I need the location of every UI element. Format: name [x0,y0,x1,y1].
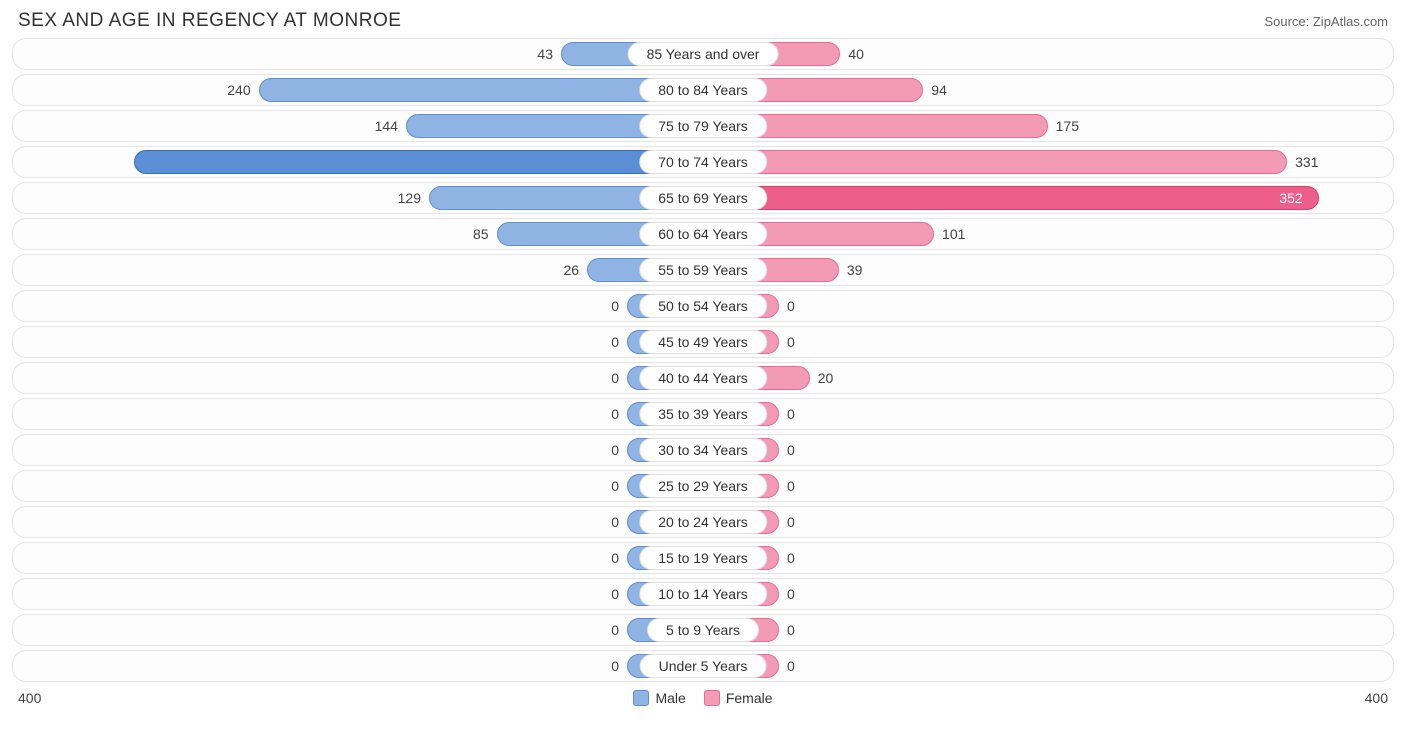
category-label: 20 to 24 Years [639,510,767,534]
chart-row: 0 20 40 to 44 Years [12,362,1394,394]
bar-male [134,150,703,174]
chart-row: 0 0 50 to 54 Years [12,290,1394,322]
value-label-male: 0 [611,478,619,494]
category-label: 80 to 84 Years [639,78,767,102]
value-label-female: 0 [787,478,795,494]
chart-row: 26 39 55 to 59 Years [12,254,1394,286]
value-label-female: 352 [1279,190,1302,206]
chart-row: 43 40 85 Years and over [12,38,1394,70]
chart-row: 0 0 45 to 49 Years [12,326,1394,358]
value-label-male: 43 [537,46,553,62]
value-label-male: 0 [611,658,619,674]
legend-swatch-male [633,690,649,706]
value-label-female: 0 [787,334,795,350]
chart-row: 32133170 to 74 Years [12,146,1394,178]
category-label: 40 to 44 Years [639,366,767,390]
value-label-female: 0 [787,406,795,422]
value-label-male: 0 [611,586,619,602]
value-label-female: 0 [787,442,795,458]
chart-row: 0 0 5 to 9 Years [12,614,1394,646]
value-label-male: 144 [375,118,398,134]
value-label-male: 85 [473,226,489,242]
chart-row: 0 0 30 to 34 Years [12,434,1394,466]
axis-max-right: 400 [1365,690,1388,706]
axis-max-left: 400 [18,690,41,706]
category-label: 15 to 19 Years [639,546,767,570]
legend-item-female: Female [704,690,773,706]
category-label: 10 to 14 Years [639,582,767,606]
value-label-male: 0 [611,334,619,350]
population-pyramid-chart: 43 40 85 Years and over 240 94 80 to 84 Years… [0,38,1406,682]
legend-swatch-female [704,690,720,706]
chart-row: 0 0 35 to 39 Years [12,398,1394,430]
value-label-male: 0 [611,622,619,638]
category-label: 75 to 79 Years [639,114,767,138]
value-label-female: 20 [818,370,834,386]
chart-row: 0 0 20 to 24 Years [12,506,1394,538]
value-label-male: 0 [611,298,619,314]
category-label: 30 to 34 Years [639,438,767,462]
category-label: Under 5 Years [640,654,767,678]
bar-female [703,150,1287,174]
value-label-female: 175 [1056,118,1079,134]
value-label-male: 0 [611,442,619,458]
chart-row: 0 0 15 to 19 Years [12,542,1394,574]
value-label-female: 0 [787,622,795,638]
bar-female [703,186,1319,210]
value-label-female: 0 [787,586,795,602]
value-label-female: 331 [1295,154,1318,170]
value-label-male: 0 [611,406,619,422]
value-label-male: 26 [564,262,580,278]
value-label-female: 40 [848,46,864,62]
chart-source: Source: ZipAtlas.com [1264,14,1388,29]
category-label: 50 to 54 Years [639,294,767,318]
chart-title: SEX AND AGE IN REGENCY AT MONROE [18,10,401,32]
category-label: 35 to 39 Years [639,402,767,426]
chart-footer: 400 Male Female 400 [0,686,1406,716]
value-label-male: 0 [611,550,619,566]
chart-row: 240 94 80 to 84 Years [12,74,1394,106]
value-label-male: 240 [227,82,250,98]
chart-row: 0 0 25 to 29 Years [12,470,1394,502]
category-label: 70 to 74 Years [639,150,767,174]
category-label: 65 to 69 Years [639,186,767,210]
chart-row: 129 352 65 to 69 Years [12,182,1394,214]
value-label-male: 0 [611,370,619,386]
value-label-female: 0 [787,550,795,566]
value-label-female: 101 [942,226,965,242]
category-label: 5 to 9 Years [647,618,759,642]
legend-label-male: Male [655,690,685,706]
chart-header: SEX AND AGE IN REGENCY AT MONROE Source:… [0,0,1406,38]
bar-male [259,78,703,102]
chart-row: 0 0 Under 5 Years [12,650,1394,682]
value-label-female: 39 [847,262,863,278]
legend-label-female: Female [726,690,773,706]
value-label-female: 0 [787,658,795,674]
legend: Male Female [633,690,772,706]
category-label: 85 Years and over [628,42,779,66]
chart-row: 144 175 75 to 79 Years [12,110,1394,142]
value-label-male: 129 [398,190,421,206]
value-label-male: 0 [611,514,619,530]
legend-item-male: Male [633,690,685,706]
value-label-female: 0 [787,514,795,530]
category-label: 55 to 59 Years [639,258,767,282]
value-label-female: 0 [787,298,795,314]
category-label: 60 to 64 Years [639,222,767,246]
category-label: 45 to 49 Years [639,330,767,354]
chart-row: 0 0 10 to 14 Years [12,578,1394,610]
value-label-female: 94 [931,82,947,98]
chart-row: 85 101 60 to 64 Years [12,218,1394,250]
category-label: 25 to 29 Years [639,474,767,498]
